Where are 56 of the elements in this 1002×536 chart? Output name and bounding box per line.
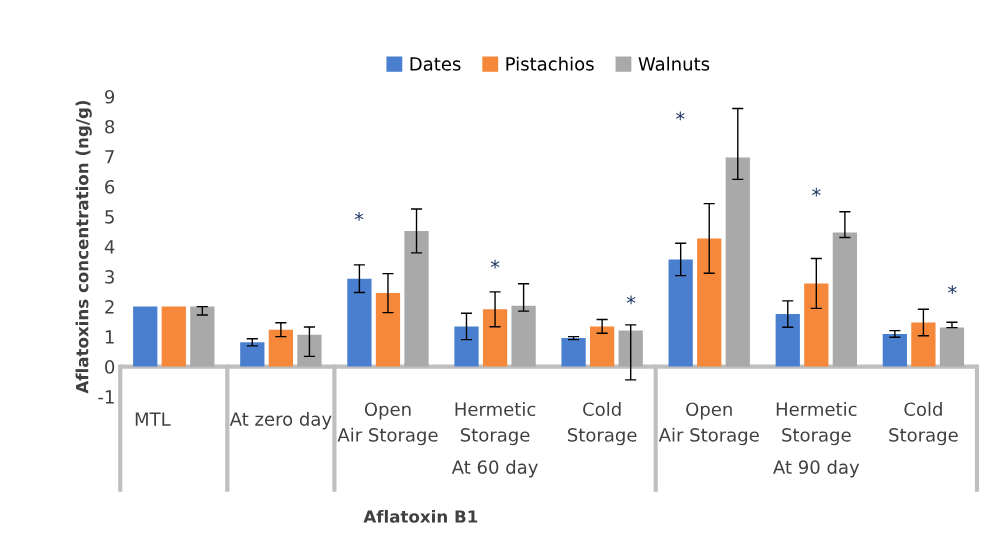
bar <box>268 329 294 367</box>
text: At 60 day <box>451 459 538 478</box>
y-tick-label: 1 <box>105 330 114 344</box>
y-tick-label: 5 <box>105 210 114 224</box>
y-tick-label: -1 <box>98 390 114 404</box>
legend-label: Dates <box>410 57 461 71</box>
annotation: * <box>626 295 636 305</box>
x-tick-label: At zero day <box>229 411 332 430</box>
x-tick-label: Cold Storage <box>889 402 958 446</box>
y-tick-label: 9 <box>105 89 115 104</box>
x-tick-label: Open Air Storage <box>337 402 438 446</box>
y-tick-label: 6 <box>105 179 115 194</box>
x-tick-label: Hermetic Storage <box>776 402 857 446</box>
legend-label: Pistachios <box>506 56 594 71</box>
bar <box>804 283 829 367</box>
x-tick-label: Hermetic Storage <box>455 402 536 446</box>
legend-label: Walnuts <box>638 56 710 71</box>
bar <box>590 326 615 367</box>
y-tick-label: 7 <box>105 150 114 164</box>
bar <box>190 306 215 367</box>
bar <box>511 305 536 367</box>
annotation: * <box>812 187 821 197</box>
bar <box>404 230 429 367</box>
bar <box>482 309 508 367</box>
x-axis-title: Aflatoxin B1 <box>363 509 478 523</box>
bar <box>561 338 586 367</box>
x-tick-label: MTL <box>135 412 171 426</box>
bar <box>939 327 965 367</box>
bar <box>911 322 936 367</box>
bar <box>454 326 479 367</box>
bar <box>297 334 322 367</box>
annotation: * <box>676 111 685 121</box>
bar <box>133 306 158 367</box>
annotation: * <box>948 285 957 295</box>
text: At 90 day <box>773 459 860 478</box>
bar <box>618 330 643 367</box>
bar <box>375 293 401 367</box>
y-tick-label: 2 <box>105 300 114 314</box>
bar <box>775 314 800 367</box>
bar <box>668 259 693 367</box>
y-tick-label: 8 <box>105 119 115 134</box>
bar <box>725 157 750 367</box>
bar <box>347 278 372 367</box>
y-tick-label: 0 <box>105 360 115 374</box>
x-tick-label: Open Air Storage <box>658 402 759 446</box>
y-tick-label: 3 <box>105 270 114 284</box>
y-tick-label: 4 <box>104 240 115 254</box>
bar <box>832 232 858 367</box>
bar <box>161 306 186 367</box>
bar <box>882 333 907 367</box>
x-tick-label: Cold Storage <box>568 402 637 446</box>
bar <box>697 238 722 367</box>
annotation: * <box>490 259 500 269</box>
y-axis-title: Aflatoxins concentration (ng/g) <box>75 100 92 394</box>
annotation: * <box>354 211 364 221</box>
bar <box>240 342 265 367</box>
